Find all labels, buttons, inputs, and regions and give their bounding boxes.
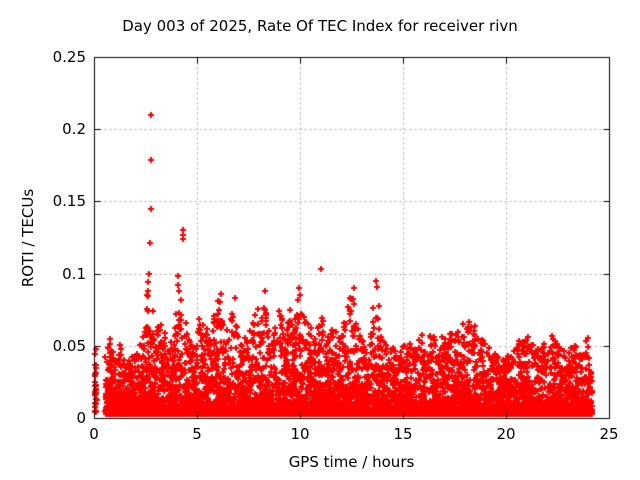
- y-tick-label: 0: [76, 409, 86, 427]
- x-tick-label: 10: [290, 425, 310, 443]
- y-tick-label: 0.15: [52, 192, 86, 211]
- y-tick-label: 0.2: [62, 120, 86, 139]
- y-tick-label: 0.1: [62, 264, 86, 283]
- x-axis-label: GPS time / hours: [288, 453, 415, 471]
- x-tick-label: 20: [496, 425, 516, 443]
- chart-title: Day 003 of 2025, Rate Of TEC Index for r…: [122, 17, 518, 35]
- x-tick-label: 25: [599, 425, 619, 443]
- x-tick-label: 0: [89, 425, 99, 443]
- y-tick-label: 0.05: [52, 336, 86, 355]
- x-tick-label: 15: [393, 425, 413, 443]
- y-tick-label: 0.25: [52, 48, 86, 66]
- x-tick-label: 5: [192, 425, 202, 443]
